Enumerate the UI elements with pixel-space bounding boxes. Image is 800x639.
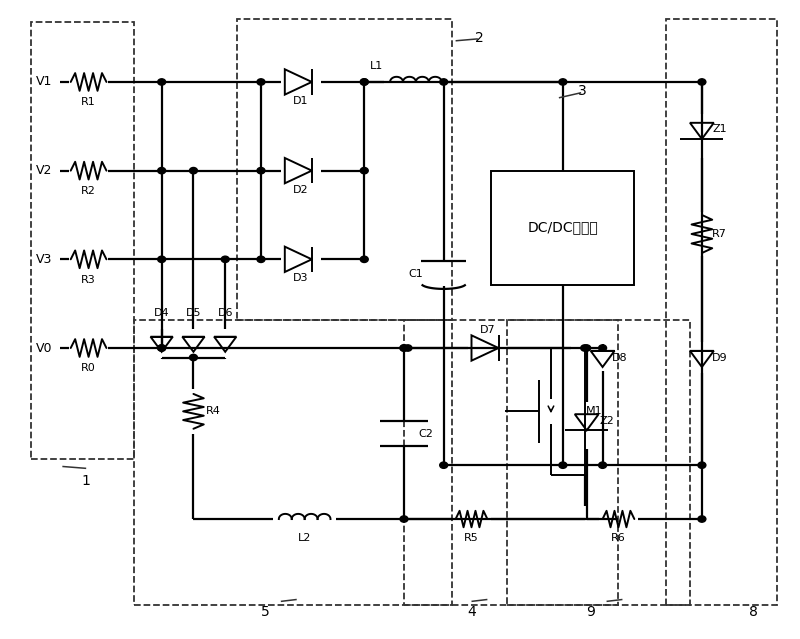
Text: V1: V1 bbox=[36, 75, 53, 88]
Text: R2: R2 bbox=[81, 186, 96, 196]
Circle shape bbox=[400, 345, 408, 351]
Text: L2: L2 bbox=[298, 533, 311, 543]
Circle shape bbox=[698, 462, 706, 468]
Text: DC/DC变换器: DC/DC变换器 bbox=[527, 220, 598, 235]
Circle shape bbox=[257, 256, 265, 263]
Text: D1: D1 bbox=[293, 96, 309, 106]
Text: 4: 4 bbox=[467, 605, 476, 619]
Text: 5: 5 bbox=[261, 605, 270, 619]
Circle shape bbox=[190, 355, 198, 360]
Text: V2: V2 bbox=[36, 164, 53, 177]
Bar bbox=[666, 19, 778, 604]
Text: V3: V3 bbox=[36, 253, 53, 266]
Circle shape bbox=[257, 79, 265, 85]
Text: R4: R4 bbox=[206, 406, 221, 417]
Bar bbox=[134, 320, 452, 604]
Text: D4: D4 bbox=[154, 308, 170, 318]
Circle shape bbox=[581, 345, 589, 351]
Text: R3: R3 bbox=[82, 275, 96, 284]
Circle shape bbox=[360, 167, 368, 174]
Text: D5: D5 bbox=[186, 308, 201, 318]
Circle shape bbox=[440, 79, 448, 85]
Circle shape bbox=[158, 79, 166, 85]
Text: M1: M1 bbox=[586, 406, 603, 417]
Circle shape bbox=[190, 167, 198, 174]
Bar bbox=[237, 19, 452, 320]
Circle shape bbox=[360, 256, 368, 263]
Text: L1: L1 bbox=[370, 61, 382, 71]
Circle shape bbox=[257, 167, 265, 174]
Text: D7: D7 bbox=[479, 325, 495, 335]
Circle shape bbox=[698, 516, 706, 522]
Circle shape bbox=[158, 256, 166, 263]
Text: R7: R7 bbox=[712, 229, 727, 239]
Circle shape bbox=[559, 79, 567, 85]
Text: 2: 2 bbox=[475, 31, 484, 45]
Text: V0: V0 bbox=[36, 341, 53, 355]
Circle shape bbox=[400, 516, 408, 522]
Text: C2: C2 bbox=[418, 429, 434, 438]
Text: 3: 3 bbox=[578, 84, 587, 98]
Text: 1: 1 bbox=[82, 474, 90, 488]
Circle shape bbox=[598, 462, 606, 468]
Circle shape bbox=[400, 345, 408, 351]
Circle shape bbox=[559, 462, 567, 468]
Text: Z2: Z2 bbox=[599, 416, 614, 426]
Circle shape bbox=[222, 256, 229, 263]
Text: C1: C1 bbox=[409, 268, 423, 279]
Circle shape bbox=[404, 345, 412, 351]
Text: R0: R0 bbox=[82, 364, 96, 373]
Circle shape bbox=[158, 167, 166, 174]
Circle shape bbox=[698, 79, 706, 85]
Circle shape bbox=[360, 79, 368, 85]
Bar bbox=[507, 320, 690, 604]
Text: R1: R1 bbox=[82, 97, 96, 107]
Text: D2: D2 bbox=[293, 185, 309, 195]
Text: 8: 8 bbox=[749, 605, 758, 619]
Text: D9: D9 bbox=[711, 353, 727, 362]
Circle shape bbox=[440, 462, 448, 468]
Circle shape bbox=[360, 79, 368, 85]
Text: 9: 9 bbox=[586, 605, 595, 619]
Text: D3: D3 bbox=[293, 273, 309, 283]
Bar bbox=[404, 320, 618, 604]
Bar bbox=[491, 171, 634, 284]
Text: Z1: Z1 bbox=[712, 125, 726, 134]
Circle shape bbox=[598, 345, 606, 351]
Text: R6: R6 bbox=[611, 533, 626, 543]
Text: D8: D8 bbox=[612, 353, 628, 362]
Bar bbox=[30, 22, 134, 459]
Circle shape bbox=[158, 345, 166, 351]
Circle shape bbox=[582, 345, 590, 351]
Circle shape bbox=[158, 345, 166, 351]
Text: R5: R5 bbox=[464, 533, 479, 543]
Text: D6: D6 bbox=[218, 308, 233, 318]
